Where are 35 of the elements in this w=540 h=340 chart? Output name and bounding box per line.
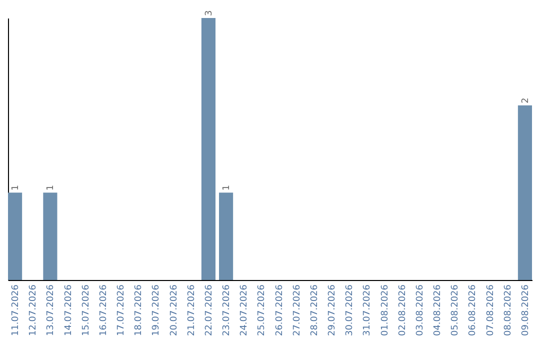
data-label: 1 — [11, 184, 22, 191]
data-label: 1 — [46, 184, 56, 191]
x-tick-label: 25.07.2026 — [257, 284, 268, 336]
x-tick-label: 01.08.2026 — [380, 284, 390, 336]
x-tick-label: 08.08.2026 — [503, 284, 514, 336]
x-tick-label: 30.07.2026 — [345, 284, 356, 336]
x-tick-label: 21.07.2026 — [186, 284, 197, 336]
x-tick-label: 15.07.2026 — [81, 284, 92, 336]
data-label: 2 — [520, 98, 531, 104]
x-tick-label: 19.07.2026 — [152, 284, 162, 336]
x-tick-label: 12.07.2026 — [28, 284, 39, 336]
x-tick-label: 05.08.2026 — [450, 284, 461, 336]
x-tick-label: 26.07.2026 — [274, 284, 285, 336]
x-tick-label: 31.07.2026 — [362, 284, 373, 336]
x-tick-label: 09.08.2026 — [520, 284, 531, 336]
x-tick-label: 11.07.2026 — [11, 284, 22, 336]
x-tick-label: 07.08.2026 — [486, 284, 496, 336]
x-tick-label: 22.07.2026 — [204, 284, 214, 336]
x-tick-label: 04.08.2026 — [433, 284, 444, 336]
data-label: 1 — [222, 184, 232, 191]
x-tick-label: 27.07.2026 — [292, 284, 302, 336]
x-tick-label: 13.07.2026 — [46, 284, 56, 336]
x-tick-label: 06.08.2026 — [468, 284, 478, 336]
x-tick-label: 16.07.2026 — [98, 284, 109, 336]
x-tick-label: 29.07.2026 — [328, 284, 338, 336]
x-tick-label: 18.07.2026 — [134, 284, 144, 336]
x-tick-label: 20.07.2026 — [169, 284, 180, 336]
data-label: 3 — [204, 10, 214, 16]
x-tick-label: 17.07.2026 — [116, 284, 127, 336]
x-tick-label: 02.08.2026 — [398, 284, 408, 336]
x-tick-label: 24.07.2026 — [240, 284, 250, 336]
x-tick-label: 03.08.2026 — [415, 284, 426, 336]
x-tick-label: 28.07.2026 — [310, 284, 320, 336]
x-tick-label: 23.07.2026 — [222, 284, 232, 336]
x-tick-label: 14.07.2026 — [64, 284, 74, 336]
